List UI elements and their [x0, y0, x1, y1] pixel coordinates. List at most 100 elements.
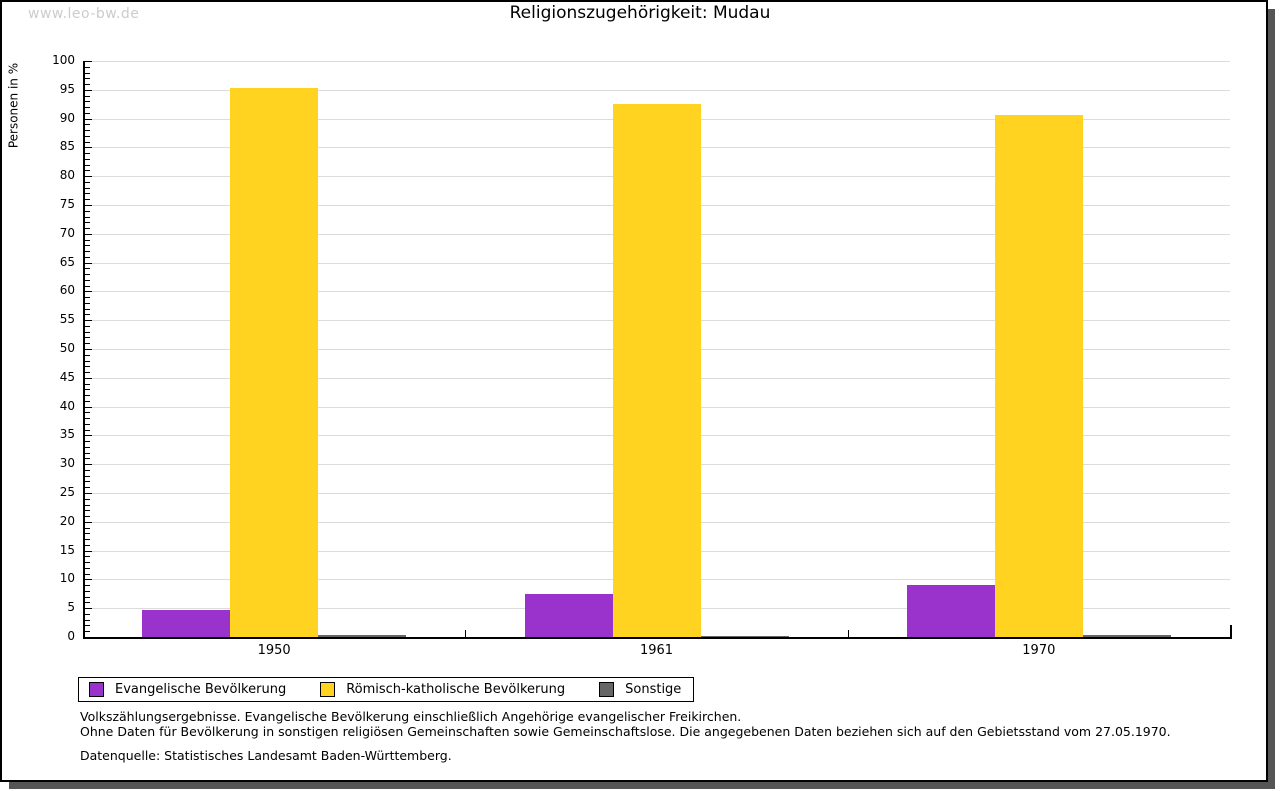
y-axis-minor-tick: [85, 366, 90, 368]
y-axis-minor-tick: [85, 101, 90, 103]
y-axis-major-tick: [85, 262, 92, 264]
legend-label: Sonstige: [625, 682, 682, 697]
y-axis-minor-tick: [85, 395, 90, 397]
y-tick-label: 80: [59, 168, 75, 183]
y-axis-minor-tick: [85, 239, 90, 241]
y-axis-minor-tick: [85, 412, 90, 414]
y-axis-minor-tick: [85, 245, 90, 247]
bar-sonstige-1961: [700, 636, 789, 637]
y-tick-label: 0: [67, 629, 75, 643]
y-tick-label: 5: [67, 600, 75, 615]
legend-item-evangelische-bev-lkerung: Evangelische Bevölkerung: [89, 682, 286, 697]
legend-swatch-icon: [320, 682, 336, 697]
y-tick-label: 100: [52, 53, 75, 67]
y-axis-minor-tick: [85, 504, 90, 506]
y-axis-major-tick: [85, 406, 92, 408]
gridline: [85, 89, 1230, 91]
y-axis-minor-tick: [85, 274, 90, 276]
frame-shadow-right: [1268, 9, 1275, 782]
y-tick-label: 15: [59, 542, 75, 557]
y-tick-label: 60: [59, 283, 75, 298]
y-axis-minor-tick: [85, 141, 90, 143]
y-tick-label: 70: [59, 225, 75, 240]
y-axis-minor-tick: [85, 556, 90, 558]
legend-item-sonstige: Sonstige: [599, 682, 681, 697]
y-axis-major-tick: [85, 320, 92, 322]
y-axis-minor-tick: [85, 216, 90, 218]
y-axis-minor-tick: [85, 469, 90, 471]
y-axis-minor-tick: [85, 279, 90, 281]
y-axis-minor-tick: [85, 164, 90, 166]
y-axis-minor-tick: [85, 187, 90, 189]
y-axis-major-tick: [85, 377, 92, 379]
y-tick-label: 75: [59, 197, 75, 211]
y-tick-label: 90: [59, 110, 75, 125]
y-axis-minor-tick: [85, 400, 90, 402]
y-tick-label: 95: [59, 81, 75, 96]
y-axis-major-tick: [85, 233, 92, 235]
y-tick-label: 65: [59, 254, 75, 269]
y-axis-minor-tick: [85, 585, 90, 587]
bar-r-misch-katholische-bev-lkerung-1961: [612, 104, 701, 637]
y-axis-major-tick: [85, 291, 92, 293]
y-axis-major-tick: [85, 89, 92, 91]
y-axis-major-tick: [85, 521, 92, 523]
y-axis-minor-tick: [85, 199, 90, 201]
x-axis-separator-tick: [847, 630, 849, 637]
bar-sonstige-1950: [318, 635, 407, 637]
y-axis-major-tick: [85, 493, 92, 494]
y-axis-minor-tick: [85, 539, 90, 541]
y-axis-minor-tick: [85, 268, 90, 270]
y-axis-major-tick: [85, 608, 92, 610]
y-tick-label: 40: [59, 398, 75, 413]
y-axis-minor-tick: [85, 228, 90, 230]
y-axis-minor-tick: [85, 423, 90, 425]
footnotes: Volkszählungsergebnisse. Evangelische Be…: [80, 709, 1220, 763]
y-axis-line: [83, 61, 85, 639]
y-axis-minor-tick: [85, 84, 90, 86]
y-axis-minor-tick: [85, 516, 90, 518]
x-axis-label: 1970: [1022, 643, 1056, 658]
y-axis-minor-tick: [85, 314, 90, 316]
y-axis-minor-tick: [85, 222, 90, 224]
legend-item-r-misch-katholische-bev-lkerung: Römisch-katholische Bevölkerung: [320, 682, 565, 697]
y-axis-minor-tick: [85, 631, 90, 633]
y-tick-label: 35: [59, 427, 75, 442]
y-axis-minor-tick: [85, 510, 90, 512]
y-axis-minor-tick: [85, 181, 90, 183]
y-axis-minor-tick: [85, 256, 90, 258]
y-axis-minor-tick: [85, 446, 90, 448]
y-axis-minor-tick: [85, 452, 90, 454]
y-axis-major-tick: [85, 464, 92, 466]
gridline: [85, 61, 1230, 62]
y-axis-minor-tick: [85, 325, 90, 327]
y-axis-minor-tick: [85, 527, 90, 529]
y-axis-minor-tick: [85, 130, 90, 132]
y-axis-minor-tick: [85, 429, 90, 431]
y-axis-minor-tick: [85, 124, 90, 126]
y-tick-label: 45: [59, 369, 75, 384]
y-axis-minor-tick: [85, 498, 90, 500]
bar-r-misch-katholische-bev-lkerung-1970: [994, 114, 1083, 637]
y-axis-minor-tick: [85, 573, 90, 575]
y-axis-minor-tick: [85, 158, 90, 160]
bar-r-misch-katholische-bev-lkerung-1950: [230, 88, 319, 637]
y-axis-major-tick: [85, 147, 92, 149]
y-axis-minor-tick: [85, 112, 90, 114]
y-axis-minor-tick: [85, 302, 90, 304]
legend-label: Evangelische Bevölkerung: [115, 682, 287, 697]
y-axis-minor-tick: [85, 285, 90, 287]
y-axis-minor-tick: [85, 562, 90, 564]
y-axis-major-tick: [85, 176, 92, 178]
footnote-line-1: Volkszählungsergebnisse. Evangelische Be…: [80, 709, 742, 724]
bar-evangelische-bev-lkerung-1970: [906, 585, 995, 637]
y-axis-minor-tick: [85, 66, 90, 68]
y-axis-major-tick: [85, 579, 92, 581]
y-axis-major-tick: [85, 118, 92, 120]
y-axis-minor-tick: [85, 107, 90, 109]
y-axis-minor-tick: [85, 343, 90, 345]
chart-title: Religionszugehörigkeit: Mudau: [509, 3, 771, 23]
y-axis-minor-tick: [85, 602, 90, 604]
y-axis-minor-tick: [85, 487, 90, 489]
